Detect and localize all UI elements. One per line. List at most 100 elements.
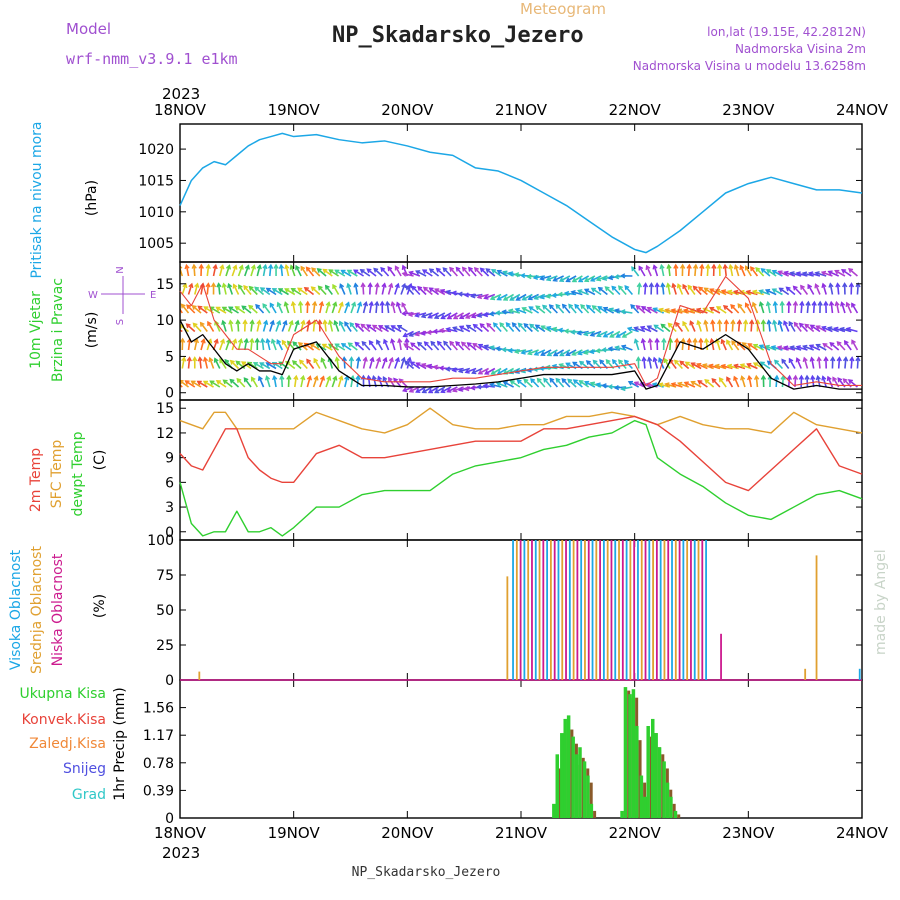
wind-arrow-head	[501, 309, 507, 315]
wind-arrow-head	[507, 347, 513, 354]
wind-arrow-head	[527, 295, 533, 301]
wind-arrow	[473, 324, 483, 333]
wind-arrow-head	[773, 359, 779, 365]
wind-arrow	[235, 306, 246, 314]
wind-arrow	[429, 268, 440, 277]
wind-arrow-head	[461, 266, 467, 272]
wind-arrow-head	[193, 337, 200, 344]
wind-arrow-head	[577, 350, 583, 356]
wind-arrow-head	[827, 270, 833, 276]
wind-arrow-head	[517, 322, 523, 328]
precip-bar-total	[628, 694, 632, 818]
wind-arrow-head	[836, 356, 842, 362]
wind-arrow-head	[760, 268, 766, 273]
wind-arrow	[266, 339, 271, 351]
wind-arrow-head	[795, 345, 801, 351]
wind-arrow	[449, 341, 458, 351]
wind-arrow	[312, 301, 316, 314]
wind-arrow-head	[633, 326, 639, 332]
wind-arrow	[667, 264, 671, 277]
wind-arrow	[334, 320, 340, 332]
wind-arrow-head	[434, 288, 440, 293]
wind-arrow-head	[306, 358, 311, 364]
wind-arrow	[691, 381, 702, 388]
wind-arrow-head	[423, 341, 429, 347]
wind-arrow	[344, 376, 349, 388]
wind-arrow	[543, 378, 552, 388]
meteogram-label: Meteogram	[520, 0, 606, 18]
wind-arrow-head	[814, 283, 820, 289]
wind-arrow	[292, 302, 296, 314]
wind-arrow-head	[731, 340, 737, 346]
wind-arrow-head	[778, 287, 784, 293]
wind-arrow	[387, 283, 393, 295]
wind-arrow	[192, 305, 202, 314]
wind-arrow	[630, 304, 640, 314]
wind-arrow	[474, 267, 483, 277]
wind-arrow-head	[252, 362, 259, 367]
wind-arrow	[783, 321, 790, 332]
wind-arrow-head	[426, 329, 432, 335]
wind-arrow	[503, 293, 515, 301]
wind-arrow	[772, 270, 783, 277]
wind-arrow	[325, 376, 331, 388]
wind-arrow-head	[464, 386, 470, 392]
wind-arrow	[417, 286, 427, 296]
wind-arrow	[337, 302, 344, 314]
wind-arrow-head	[403, 343, 409, 348]
wind-arrow-head	[387, 266, 393, 272]
wind-arrow-head	[415, 362, 421, 367]
wind-arrow	[499, 322, 508, 333]
wind-arrow-head	[617, 285, 623, 291]
wind-arrow	[394, 266, 402, 277]
wind-arrow	[781, 359, 790, 369]
wind-arrow-head	[397, 337, 403, 344]
wind-arrow	[636, 305, 646, 314]
wind-arrow-head	[490, 370, 496, 375]
wind-arrow	[237, 265, 244, 277]
wind-arrow-head	[249, 337, 255, 343]
wind-arrow	[259, 362, 271, 370]
wind-arrow-head	[638, 265, 644, 271]
wind-arrow-head	[482, 312, 489, 318]
wind-arrow-head	[832, 376, 837, 382]
wind-arrow-head	[394, 356, 400, 363]
wind-arrow	[540, 275, 552, 280]
wind-arrow-head	[680, 337, 686, 343]
wind-arrow	[759, 289, 771, 296]
wind-arrow	[772, 288, 783, 296]
wind-arrow-head	[282, 319, 288, 326]
wind-arrow	[590, 275, 602, 282]
wind-arrow-head	[322, 268, 328, 274]
wind-arrow-head	[654, 337, 660, 343]
wind-arrow	[523, 323, 533, 333]
precip-bar-total	[589, 803, 594, 818]
wind-arrow-head	[345, 301, 351, 307]
wind-arrow-head	[340, 269, 346, 275]
wind-arrow	[447, 386, 458, 393]
wind-arrow-head	[192, 322, 198, 328]
wind-arrow	[638, 266, 646, 277]
wind-arrow-head	[440, 314, 446, 320]
wind-arrow-head	[270, 338, 276, 344]
wind-arrow-head	[614, 308, 620, 314]
wind-arrow-head	[232, 264, 238, 270]
wind-arrow-head	[243, 337, 249, 344]
wind-arrow-head	[362, 356, 368, 362]
wind-arrow	[621, 386, 633, 390]
ytick-label-wind: 15	[156, 277, 174, 293]
wind-arrow-head	[430, 340, 436, 346]
wind-arrow-head	[657, 382, 664, 388]
wind-arrow-head	[443, 340, 449, 346]
wind-arrow	[238, 284, 246, 295]
wind-arrow	[621, 345, 633, 351]
wind-arrow-head	[752, 362, 759, 368]
wind-arrow-head	[208, 356, 214, 363]
wind-arrow	[836, 341, 846, 351]
wind-arrow-head	[382, 356, 388, 363]
wind-arrow	[592, 305, 602, 314]
wind-arrow-head	[470, 313, 477, 319]
wind-arrow-head	[432, 328, 438, 335]
wind-arrow	[477, 293, 489, 299]
